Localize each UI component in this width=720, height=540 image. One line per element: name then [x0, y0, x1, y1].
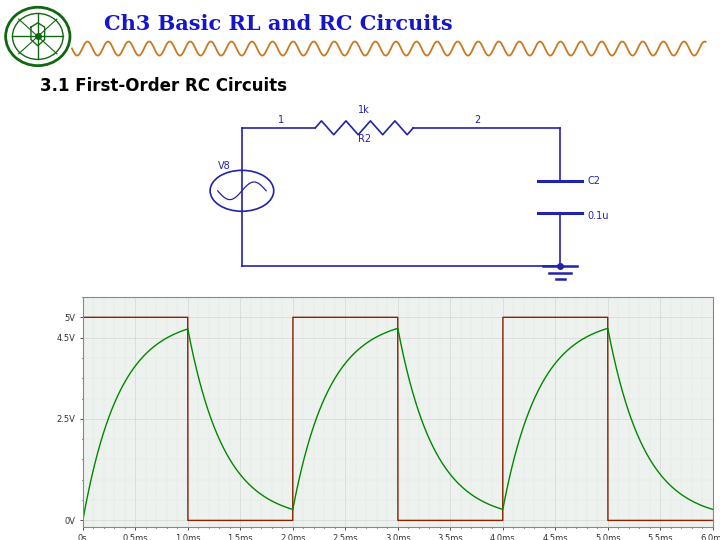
Text: 1k: 1k [359, 105, 370, 114]
Text: Ch3 Basic RL and RC Circuits: Ch3 Basic RL and RC Circuits [104, 14, 453, 34]
Text: C2: C2 [587, 177, 600, 186]
Text: 2: 2 [474, 115, 480, 125]
Text: V8: V8 [217, 161, 230, 171]
Text: 3.1 First-Order RC Circuits: 3.1 First-Order RC Circuits [40, 77, 287, 95]
Text: 0.1u: 0.1u [587, 211, 608, 221]
Text: R2: R2 [358, 134, 371, 144]
Text: 1: 1 [278, 115, 284, 125]
